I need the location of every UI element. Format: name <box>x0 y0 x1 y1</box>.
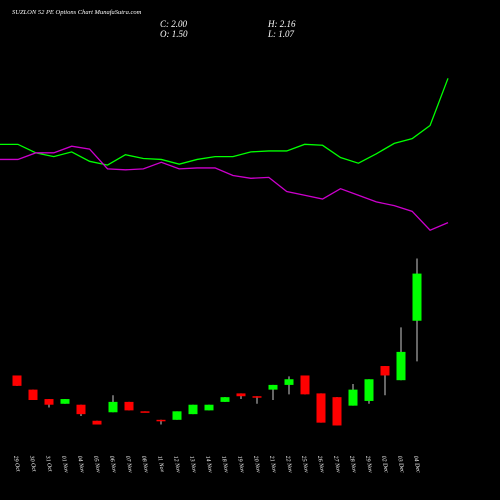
candle-body <box>28 389 38 400</box>
candle-body <box>252 396 262 398</box>
x-tick-label: 27 Nov <box>332 455 341 473</box>
candle-body <box>236 393 246 397</box>
candle-body <box>268 384 278 390</box>
x-tick-label: 04 Dec <box>412 455 422 473</box>
x-tick-label: 30 Oct <box>28 454 37 472</box>
candle-body <box>348 389 358 406</box>
candle-body <box>172 411 182 420</box>
candle-body <box>124 401 134 411</box>
x-tick-label: 21 Nov <box>268 455 277 473</box>
ohlc-label: O: 1.50 <box>160 29 188 39</box>
candle-body <box>364 379 374 401</box>
candle-body <box>300 375 310 395</box>
x-tick-label: 28 Nov <box>348 455 357 473</box>
x-tick-label: 02 Dec <box>380 455 389 473</box>
candle-body <box>156 419 166 422</box>
x-tick-label: 19 Nov <box>236 455 245 473</box>
x-tick-label: 29 Nov <box>364 455 373 473</box>
candle-body <box>204 404 214 411</box>
x-tick-label: 22 Nov <box>284 455 293 473</box>
candle-body <box>140 411 150 413</box>
candle-body <box>396 351 406 381</box>
candle-body <box>332 397 342 426</box>
x-tick-label: 25 Nov <box>300 455 309 473</box>
x-tick-label: 20 Nov <box>252 455 261 473</box>
candle-body <box>12 375 22 386</box>
candle-body <box>284 379 294 385</box>
x-tick-label: 18 Nov <box>220 455 229 473</box>
x-tick-label: 03 Dec <box>396 455 405 473</box>
x-tick-label: 12 Nov <box>172 455 181 473</box>
candle-body <box>108 401 118 413</box>
indicator-line <box>0 78 449 166</box>
candle-body <box>60 399 70 404</box>
chart-title: SUZLON 52 PE Options Chart MunafaSutra.c… <box>12 9 142 16</box>
candle-body <box>188 404 198 415</box>
candle-body <box>316 393 326 423</box>
indicator-line <box>0 145 449 231</box>
x-tick-label: 05 Nov <box>92 455 101 473</box>
x-tick-label: 04 Nov <box>76 455 86 473</box>
x-tick-label: 01 Nov <box>60 455 69 473</box>
x-tick-label: 13 Nov <box>188 455 197 473</box>
x-tick-label: 14 Nov <box>204 455 214 473</box>
x-tick-label: 07 Nov <box>124 455 133 473</box>
candle-body <box>44 399 54 405</box>
ohlc-label: H: 2.16 <box>267 19 296 29</box>
candle-body <box>92 420 102 425</box>
x-tick-label: 08 Nov <box>140 455 149 473</box>
x-tick-label: 31 Oct <box>44 454 53 472</box>
candle-body <box>76 404 86 415</box>
x-tick-label: 29 Oct <box>12 455 21 472</box>
candle-body <box>380 366 390 376</box>
x-tick-label: 11 Nov <box>156 455 165 473</box>
x-tick-label: 26 Nov <box>316 455 325 473</box>
candle-body <box>412 273 422 321</box>
ohlc-label: L: 1.07 <box>267 29 295 39</box>
x-tick-label: 06 Nov <box>108 455 117 473</box>
ohlc-label: C: 2.00 <box>160 19 188 29</box>
candle-body <box>220 397 230 402</box>
